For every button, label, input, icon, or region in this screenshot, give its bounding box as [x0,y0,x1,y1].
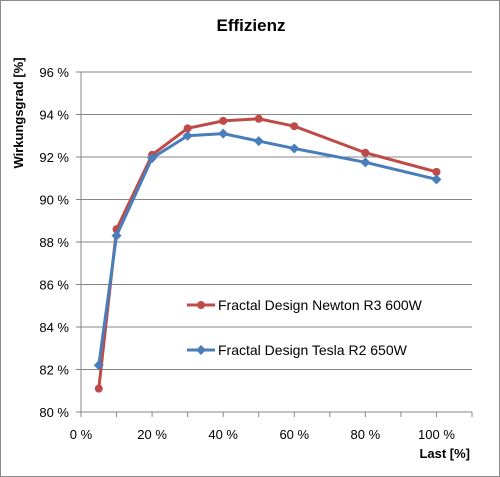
data-series [93,114,442,393]
series-newton-r3 [94,114,441,393]
data-point [289,143,300,154]
y-tick-label: 96 % [39,65,69,80]
data-point [182,130,193,141]
legend-entry: Fractal Design Newton R3 600W [187,297,423,313]
x-tick-labels: 0 % 20 % 40 % 60 % 80 % 100 % [70,427,456,442]
y-axis-label: Wirkungsgrad [%] [11,57,26,168]
data-point [183,124,192,133]
x-tick-label: 40 % [208,427,238,442]
data-point [111,230,122,241]
data-point [219,116,228,125]
series-tesla-r2 [93,128,442,371]
legend: Fractal Design Newton R3 600W Fractal Des… [187,297,423,358]
data-point [360,157,371,168]
legend-label: Fractal Design Tesla R2 650W [218,342,408,358]
x-tick-label: 80 % [351,427,381,442]
x-tick-label: 60 % [279,427,309,442]
y-tick-label: 82 % [39,363,69,378]
data-point [147,153,158,164]
legend-swatch-marker [196,345,206,355]
y-tick-label: 88 % [39,235,69,250]
data-point [218,128,229,139]
series-line [97,132,437,366]
data-point [431,174,442,185]
y-tick-label: 94 % [39,108,69,123]
legend-label: Fractal Design Newton R3 600W [218,297,423,313]
x-axis-label: Last [%] [419,446,470,461]
gridlines [81,71,472,370]
x-tick-label: 0 % [70,427,93,442]
data-point [432,167,441,176]
legend-swatch-marker [197,301,205,309]
data-point [290,122,299,131]
y-tick-label: 84 % [39,320,69,335]
y-tick-label: 90 % [39,193,69,208]
x-tick-label: 100 % [418,427,455,442]
y-tick-label: 80 % [39,405,69,420]
axes [76,71,473,417]
data-point [94,384,103,393]
x-tick-label: 20 % [137,427,167,442]
y-tick-label: 92 % [39,150,69,165]
data-point [253,136,264,147]
y-tick-labels: 80 % 82 % 84 % 86 % 88 % 90 % 92 % 94 % 96 % [39,65,69,420]
legend-entry: Fractal Design Tesla R2 650W [187,342,408,358]
y-tick-label: 86 % [39,278,69,293]
chart-title: Effizienz [217,16,286,35]
data-point [93,360,104,371]
data-point [254,114,263,123]
data-point [361,148,370,157]
